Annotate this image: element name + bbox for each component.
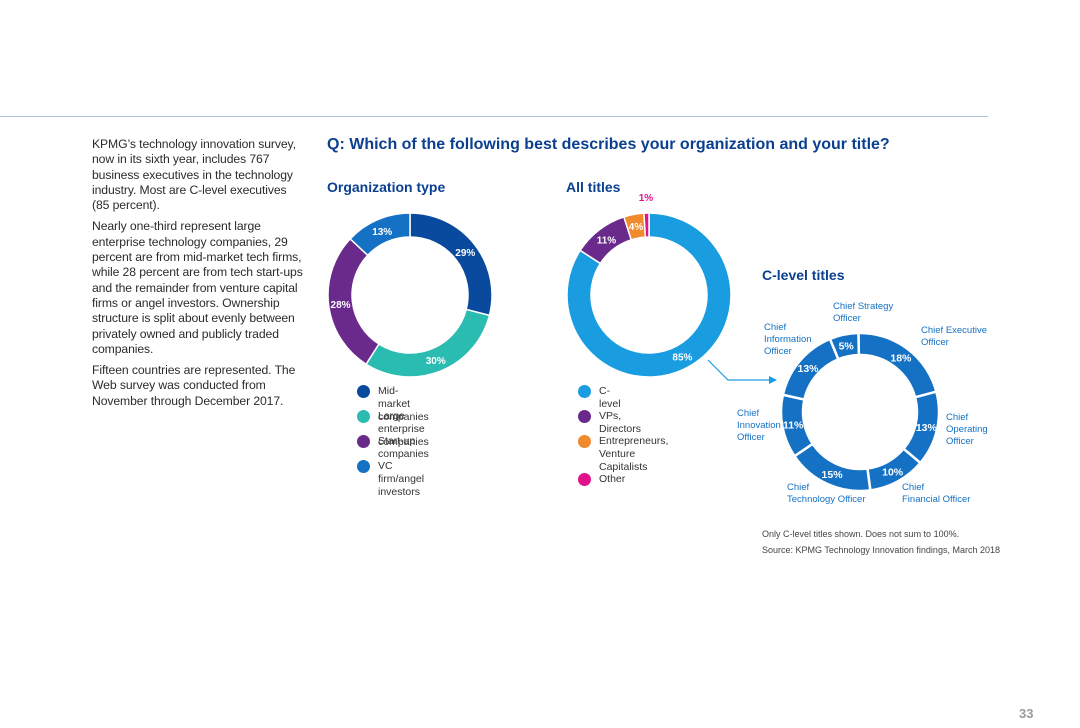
data-label-other: 1% (639, 193, 654, 204)
category-label-chief-operating-officer: Chief Operating Officer (946, 412, 988, 447)
data-label-chief-executive-officer: 18% (890, 353, 912, 365)
legend-swatch (357, 385, 370, 398)
legend-swatch (578, 473, 591, 486)
data-label-entrepreneurs-venture-capitalists: 4% (629, 222, 644, 233)
legend-label: VPs, Directors (599, 410, 642, 435)
legend-item-large-enterprise-companies: Large enterprise companies (357, 410, 429, 449)
chart-title-all-titles: All titles (566, 179, 621, 195)
legend-swatch (578, 410, 591, 423)
category-label-chief-financial-officer: Chief Financial Officer (902, 482, 970, 505)
legend-label: Other (599, 473, 626, 485)
question-heading: Q: Which of the following best describes… (327, 136, 890, 153)
donut-slice-chief-strategy-officer (828, 331, 861, 361)
data-label-chief-financial-officer: 10% (882, 467, 904, 479)
intro-paragraph: Fifteen countries are represented. The W… (92, 363, 296, 408)
chart-footnote: Only C-level titles shown. Does not sum … (762, 529, 960, 539)
top-rule (0, 116, 988, 117)
legend-label: Entrepreneurs, Venture Capitalists (599, 435, 669, 473)
legend-swatch (357, 460, 370, 473)
category-label-chief-innovation-officer: Chief Innovation Officer (737, 408, 781, 443)
legend-swatch (357, 410, 370, 423)
legend-item-c-level: C-level (578, 385, 621, 411)
legend-item-other: Other (578, 473, 625, 486)
data-label-vps-directors: 11% (597, 235, 617, 246)
data-label-chief-information-officer: 13% (798, 363, 820, 375)
data-label-chief-innovation-officer: 11% (783, 420, 804, 432)
legend-label: VC firm/angel investors (378, 460, 425, 498)
intro-paragraph: KPMG’s technology innovation survey, now… (92, 137, 296, 213)
legend-label: C-level (599, 385, 621, 410)
data-label-chief-operating-officer: 13% (916, 422, 938, 434)
category-label-chief-information-officer: Chief Information Officer (764, 322, 812, 357)
legend-swatch (578, 435, 591, 448)
legend-item-vps-directors: VPs, Directors (578, 410, 641, 436)
data-label-start-up-companies: 28% (331, 300, 351, 311)
category-label-chief-executive-officer: Chief Executive Officer (921, 325, 987, 348)
chart-title-organization-type: Organization type (327, 179, 446, 195)
category-label-chief-technology-officer: Chief Technology Officer (787, 482, 866, 505)
legend-item-entrepreneurs-venture-capitalists: Entrepreneurs, Venture Capitalists (578, 435, 668, 474)
data-label-large-enterprise-companies: 30% (426, 356, 446, 367)
connector-arrowhead-icon (769, 376, 777, 384)
donut-slice-mid-market-companies (409, 212, 493, 317)
donut-slice-c-level (566, 212, 732, 378)
legend-label: Mid-market companies (378, 385, 429, 423)
legend-item-start-up-companies: Start-up companies (357, 435, 429, 461)
category-label-chief-strategy-officer: Chief Strategy Officer (833, 301, 893, 324)
donut-slice-vc-firm-angel-investors (349, 212, 411, 257)
chart-title-c-level-titles: C-level titles (762, 267, 845, 283)
page-number: 33 (1019, 706, 1034, 721)
legend-item-vc-firm-angel-investors: VC firm/angel investors (357, 460, 424, 499)
intro-paragraph: Nearly one-third represent large enterpr… (92, 219, 303, 356)
legend-swatch (578, 385, 591, 398)
donut-slice-other (643, 212, 650, 238)
connector-line (707, 359, 776, 381)
data-label-c-level: 85% (672, 353, 692, 364)
legend-swatch (357, 435, 370, 448)
data-label-mid-market-companies: 29% (455, 248, 475, 259)
legend-label: Large enterprise companies (378, 410, 429, 448)
data-label-chief-technology-officer: 15% (822, 469, 844, 481)
data-label-vc-firm-angel-investors: 13% (372, 227, 392, 238)
intro-text: KPMG’s technology innovation survey, now… (92, 137, 306, 415)
chart-source: Source: KPMG Technology Innovation findi… (762, 545, 1000, 555)
legend-item-mid-market-companies: Mid-market companies (357, 385, 429, 424)
legend-label: Start-up companies (378, 435, 429, 460)
data-label-chief-strategy-officer: 5% (839, 340, 855, 352)
